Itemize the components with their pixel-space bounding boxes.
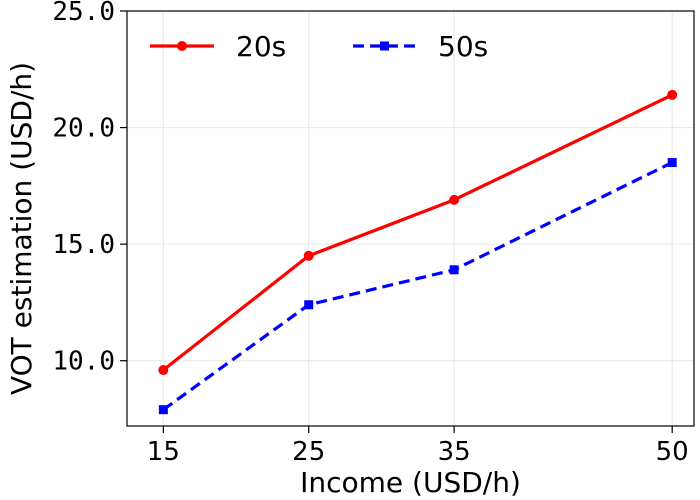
point-20s-15: [158, 365, 169, 376]
legend-marker-20s: [177, 41, 187, 51]
x-tick-label-15: 15: [147, 437, 180, 467]
x-tick-label-50: 50: [656, 437, 689, 467]
y-tick-label-25.0: 25.0: [52, 0, 115, 27]
legend-marker-50s: [380, 41, 389, 51]
point-50s-25: [304, 300, 314, 310]
point-20s-50: [667, 89, 678, 100]
y-tick-label-20.0: 20.0: [52, 114, 115, 144]
point-50s-35: [449, 265, 459, 275]
x-tick-label-25: 25: [292, 437, 325, 467]
point-20s-25: [303, 250, 314, 261]
y-tick-label-15.0: 15.0: [52, 230, 115, 260]
x-tick-label-35: 35: [438, 437, 471, 467]
legend-label-20s: 20s: [236, 30, 286, 63]
legend-item-20s: 20s: [150, 30, 286, 63]
legend: 20s 50s: [150, 30, 488, 63]
axes: [120, 10, 695, 433]
legend-label-50s: 50s: [438, 30, 488, 63]
point-50s-50: [667, 158, 677, 168]
series-line-20s: [162, 93, 673, 372]
point-50s-15: [158, 405, 168, 415]
x-axis-title: Income (USD/h): [300, 466, 521, 499]
legend-item-50s: 50s: [353, 30, 488, 63]
y-axis-title: VOT estimation (USD/h): [5, 62, 38, 395]
tick-labels: 15 25 35 50 10.0 15.0 20.0 25.0: [52, 0, 688, 467]
plot-frame: [126, 10, 695, 427]
series-line-50s: [162, 161, 673, 411]
y-tick-label-10.0: 10.0: [52, 347, 115, 377]
series: [158, 89, 678, 415]
point-20s-35: [449, 194, 460, 205]
